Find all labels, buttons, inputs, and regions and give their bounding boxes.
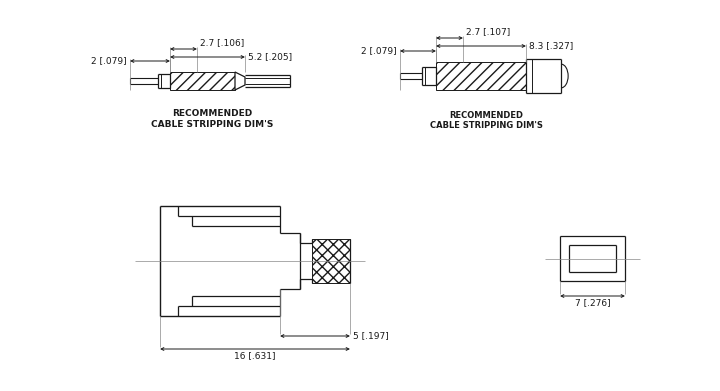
Text: 2.7 [.107]: 2.7 [.107] — [466, 27, 510, 36]
Text: 2.7 [.106]: 2.7 [.106] — [200, 38, 244, 47]
Text: RECOMMENDED: RECOMMENDED — [172, 109, 252, 118]
Text: 2 [.079]: 2 [.079] — [361, 47, 397, 56]
Text: CABLE STRIPPING DIM'S: CABLE STRIPPING DIM'S — [430, 121, 542, 130]
Bar — [312, 239, 350, 283]
Text: 5.2 [.205]: 5.2 [.205] — [248, 52, 292, 61]
Text: 7 [.276]: 7 [.276] — [575, 298, 611, 307]
Bar — [170, 72, 235, 90]
Text: 16 [.631]: 16 [.631] — [234, 351, 276, 360]
Text: CABLE STRIPPING DIM'S: CABLE STRIPPING DIM'S — [150, 120, 273, 129]
Text: 5 [.197]: 5 [.197] — [353, 332, 389, 341]
Bar — [436, 62, 526, 90]
Text: 2 [.079]: 2 [.079] — [91, 57, 127, 66]
Text: RECOMMENDED: RECOMMENDED — [449, 111, 523, 120]
Polygon shape — [235, 72, 245, 90]
Text: 8.3 [.327]: 8.3 [.327] — [529, 41, 573, 50]
